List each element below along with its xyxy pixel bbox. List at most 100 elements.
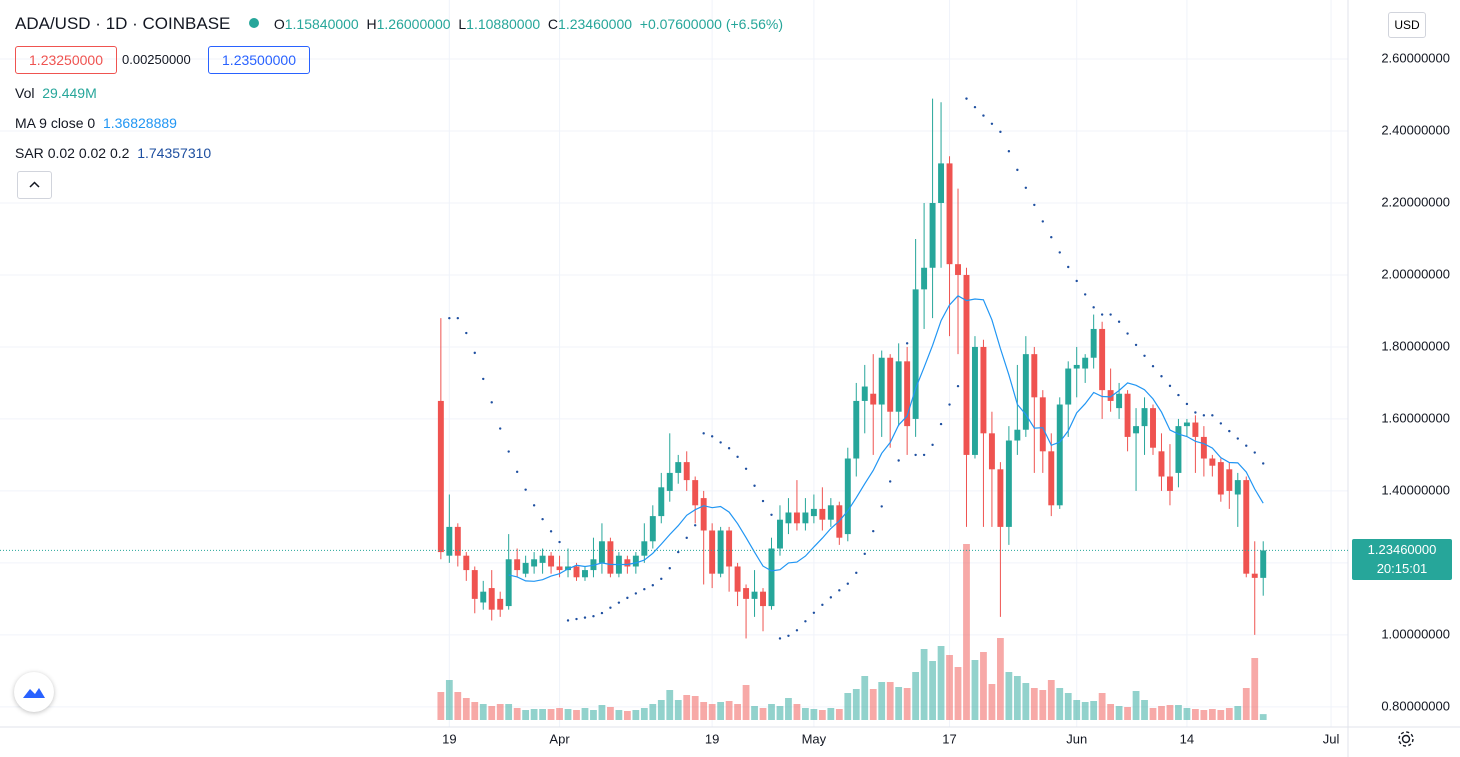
sar-dot (507, 450, 510, 453)
volume-bar (462, 698, 470, 720)
volume-bar (1047, 680, 1055, 720)
candle-body (624, 559, 631, 567)
volume-bar (1073, 700, 1081, 720)
volume-bar (1022, 683, 1030, 720)
candle-body (1065, 368, 1072, 405)
indicator-param: 9 (39, 115, 47, 131)
ohlc-label: C (547, 16, 559, 32)
indicator-param: 0 (87, 115, 96, 131)
candle-body (760, 591, 766, 607)
candle-body (717, 530, 724, 574)
volume-bar (793, 704, 801, 720)
sar-dot (1143, 354, 1146, 357)
volume-bar (657, 700, 665, 720)
y-tick-label: 2.40000000 (1381, 122, 1450, 137)
volume-bar (861, 676, 869, 720)
volume-bar (852, 689, 860, 720)
collapse-button[interactable] (17, 171, 52, 199)
candle-body (1234, 480, 1241, 495)
volume-bar (1124, 707, 1131, 720)
ohlc-value: 1.10880000 (466, 16, 541, 32)
volume-bar (488, 706, 496, 720)
volume-bar (530, 709, 538, 720)
y-tick-label: 1.00000000 (1381, 626, 1450, 641)
volume-bar (946, 655, 953, 720)
currency-button[interactable]: USD (1388, 12, 1426, 38)
y-tick-label: 2.20000000 (1381, 194, 1450, 209)
volume-bar (1030, 688, 1038, 720)
volume-bar (471, 702, 479, 720)
candle-body (1099, 328, 1106, 391)
candle-body (1243, 480, 1250, 574)
sar-dot (1177, 393, 1180, 397)
indicator-param: 0.02 (78, 145, 107, 161)
volume-bar (1175, 705, 1182, 720)
ohlc-label: H (366, 16, 377, 32)
sar-dot (541, 517, 544, 521)
candle-body (548, 555, 555, 567)
sar-dot (1202, 414, 1206, 417)
volume-bar (886, 682, 894, 720)
y-tick-label: 1.40000000 (1381, 482, 1450, 497)
volume-bar (708, 704, 716, 720)
candle-body (1217, 462, 1224, 495)
sar-dot (549, 530, 553, 533)
volume-bar (954, 667, 962, 720)
sar-dot (1092, 306, 1095, 309)
candle-body (573, 566, 580, 578)
candle-body (582, 570, 588, 578)
volume-bar (615, 710, 623, 720)
candle-body (556, 566, 563, 571)
candle-body (709, 530, 716, 574)
ohlc-value: 1.23460000 (558, 16, 633, 32)
candle-body (480, 591, 487, 603)
x-tick-label: May (802, 731, 827, 746)
candle-body (921, 267, 928, 290)
volume-bar (1013, 676, 1021, 720)
sar-dot (1185, 402, 1189, 406)
candle-body (1014, 429, 1021, 441)
candle-body (895, 361, 902, 412)
settings-button[interactable] (1396, 729, 1416, 749)
sar-dot (448, 316, 451, 320)
sar-dot (719, 441, 722, 444)
volume-bar (700, 702, 708, 720)
candle-body (649, 516, 656, 542)
last-price: 1.23460000 (1367, 542, 1437, 557)
volume-bar (1132, 691, 1140, 720)
volume-bar (1183, 708, 1191, 720)
sar-dot (575, 617, 578, 621)
candle-body (658, 487, 665, 517)
volume-bar (581, 708, 589, 720)
x-tick-label: 19 (442, 731, 456, 746)
sar-dot (999, 130, 1002, 134)
sar-dot (931, 443, 934, 447)
sar-dot (1168, 384, 1172, 388)
interval[interactable]: 1D (105, 14, 128, 33)
volume-bar (1200, 710, 1208, 720)
sar-dot (1058, 251, 1061, 254)
logo-button[interactable] (14, 672, 54, 712)
candle-body (1150, 408, 1156, 448)
candle-body (1031, 354, 1038, 398)
candle-body (870, 393, 877, 405)
volume-bar (768, 704, 775, 720)
buy-button[interactable]: 1.23500000 (208, 46, 310, 74)
volume-bar (1217, 710, 1225, 720)
sar-dot (693, 524, 697, 527)
sar-dot (643, 587, 646, 591)
sar-dot (1151, 365, 1155, 368)
sar-dot (1041, 220, 1044, 223)
sell-button[interactable]: 1.23250000 (15, 46, 117, 74)
volume-bar (997, 638, 1004, 720)
change: +0.07600000 (+6.56%) (639, 16, 784, 32)
volume-bar (988, 684, 996, 720)
symbol[interactable]: ADA/USD (15, 14, 91, 33)
candle-body (463, 555, 470, 571)
x-tick-label: Apr (549, 731, 570, 746)
volume-bar (1242, 688, 1250, 720)
candle-body (700, 498, 707, 531)
candle-body (1124, 393, 1131, 437)
candle-body (946, 163, 953, 265)
